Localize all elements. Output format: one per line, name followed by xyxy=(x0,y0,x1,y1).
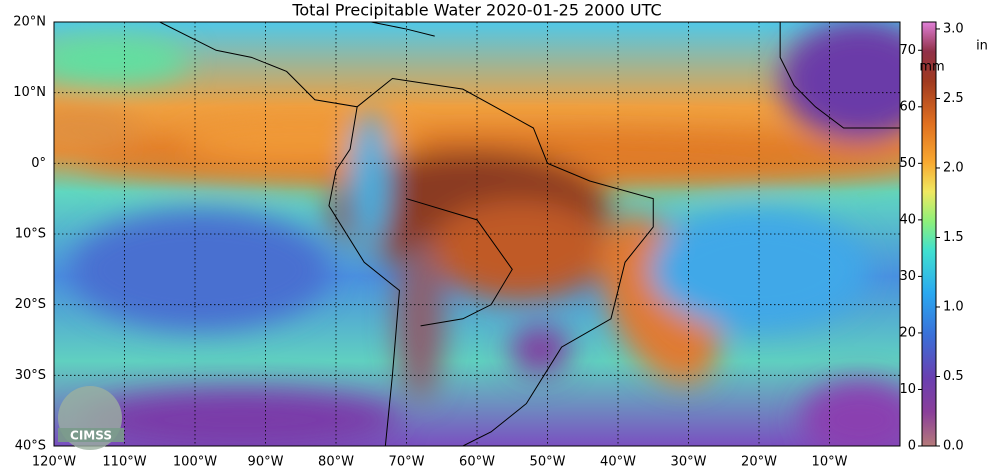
colorbar-mm-label: 40 xyxy=(899,212,916,227)
colorbar-in-label: 0.0 xyxy=(943,439,964,454)
coastline xyxy=(779,22,900,129)
lat-tick-label: 30°S xyxy=(15,368,46,383)
lat-tick-label: 20°N xyxy=(13,15,46,30)
tpw-imagery xyxy=(54,22,900,446)
colorbar-mm-label: mm xyxy=(919,60,944,75)
lon-tick-label: 50°W xyxy=(530,455,566,470)
colorbar xyxy=(921,21,937,447)
map-frame xyxy=(53,21,901,447)
cimss-logo: CIMSS xyxy=(58,386,124,450)
lon-tick-label: 30°W xyxy=(671,455,707,470)
colorbar-in-label: 2.5 xyxy=(943,91,964,106)
lat-tick-label: 40°S xyxy=(15,439,46,454)
colorbar-mm-label: 10 xyxy=(899,382,916,397)
lon-tick-label: 90°W xyxy=(248,455,284,470)
coastline xyxy=(370,22,435,37)
lon-tick-label: 70°W xyxy=(389,455,425,470)
colorbar-mm-label: 60 xyxy=(899,99,916,114)
lon-tick-label: 100°W xyxy=(173,455,217,470)
title: Total Precipitable Water 2020-01-25 2000… xyxy=(291,1,661,20)
colorbar-in-label: 3.0 xyxy=(943,21,964,36)
border xyxy=(406,198,513,327)
colorbar-mm-label: 0 xyxy=(908,439,916,454)
lat-tick-label: 20°S xyxy=(15,297,46,312)
colorbar-mm-label: 30 xyxy=(899,269,916,284)
lon-tick-label: 10°W xyxy=(812,455,848,470)
lat-tick-label: 0° xyxy=(31,156,46,171)
lon-tick-label: 20°W xyxy=(741,455,777,470)
lat-tick-label: 10°S xyxy=(15,227,46,242)
lat-tick-label: 10°N xyxy=(13,85,46,100)
lon-tick-label: 80°W xyxy=(318,455,354,470)
colorbar-mm-label: 20 xyxy=(899,325,916,340)
colorbar-mm-label: 70 xyxy=(899,43,916,58)
lon-tick-label: 120°W xyxy=(32,455,76,470)
lon-tick-label: 60°W xyxy=(459,455,495,470)
colorbar-in-label: in xyxy=(976,39,988,54)
colorbar-in-label: 2.0 xyxy=(943,160,964,175)
colorbar-in-label: 1.5 xyxy=(943,230,964,245)
colorbar-in-label: 0.5 xyxy=(943,369,964,384)
colorbar-in-label: 1.0 xyxy=(943,299,964,314)
colorbar-mm-label: 50 xyxy=(899,156,916,171)
logo-text: CIMSS xyxy=(70,429,112,443)
lon-tick-label: 40°W xyxy=(600,455,636,470)
lon-tick-label: 110°W xyxy=(102,455,146,470)
